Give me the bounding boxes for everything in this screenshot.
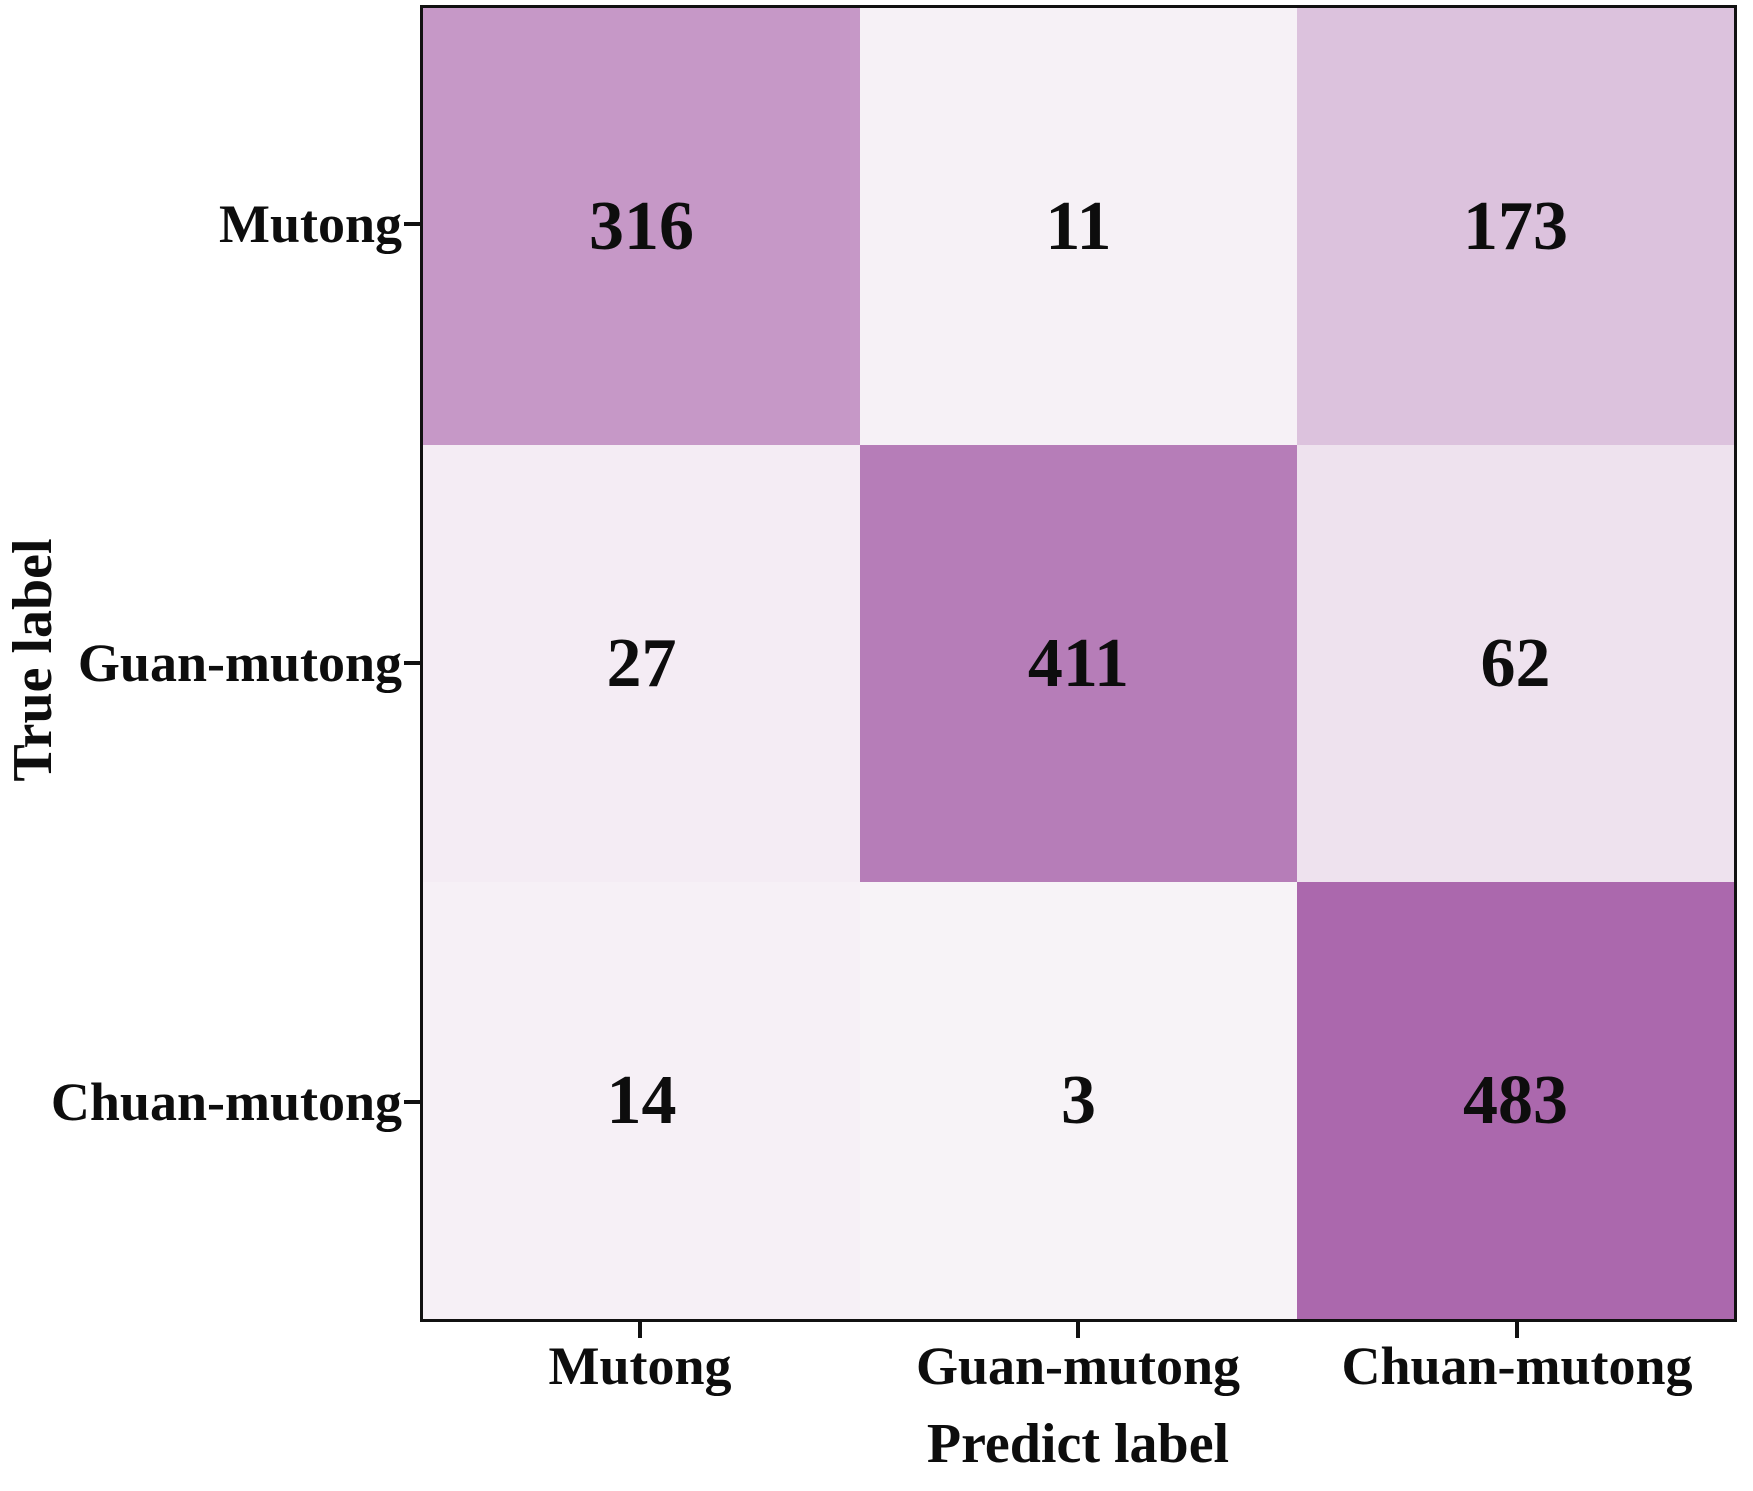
cell-value: 14 bbox=[606, 1061, 677, 1139]
matrix-cell: 316 bbox=[423, 8, 860, 445]
x-axis-title: Predict label bbox=[926, 1413, 1230, 1475]
matrix-cell: 27 bbox=[423, 445, 860, 882]
matrix-cell: 11 bbox=[860, 8, 1297, 445]
cell-value: 411 bbox=[1027, 624, 1130, 702]
tick-mark bbox=[1515, 1322, 1519, 1338]
cell-value: 483 bbox=[1463, 1061, 1568, 1139]
cell-value: 62 bbox=[1480, 624, 1551, 702]
x-tick-label-mutong: Mutong bbox=[548, 1336, 732, 1396]
matrix-cell: 173 bbox=[1297, 8, 1734, 445]
y-tick-label-guan-mutong: Guan-mutong bbox=[77, 633, 402, 693]
matrix-cell: 3 bbox=[860, 882, 1297, 1319]
cell-value: 3 bbox=[1061, 1061, 1096, 1139]
cell-value: 173 bbox=[1463, 187, 1568, 265]
x-tick-label-chuan-mutong: Chuan-mutong bbox=[1341, 1336, 1693, 1396]
x-tick-label-guan-mutong: Guan-mutong bbox=[915, 1336, 1241, 1396]
cell-value: 27 bbox=[606, 624, 677, 702]
y-tick-label-mutong: Mutong bbox=[218, 194, 402, 254]
tick-mark bbox=[404, 661, 420, 665]
y-tick-label-chuan-mutong: Chuan-mutong bbox=[50, 1072, 402, 1132]
tick-mark bbox=[404, 1100, 420, 1104]
tick-mark bbox=[404, 222, 420, 226]
tick-mark bbox=[1076, 1322, 1080, 1338]
matrix-cell: 14 bbox=[423, 882, 860, 1319]
matrix-cell: 62 bbox=[1297, 445, 1734, 882]
heatmap-grid: 316 11 173 27 411 62 14 3 483 bbox=[420, 5, 1737, 1322]
tick-mark bbox=[638, 1322, 642, 1338]
cell-value: 11 bbox=[1045, 187, 1112, 265]
matrix-cell: 411 bbox=[860, 445, 1297, 882]
matrix-cell: 483 bbox=[1297, 882, 1734, 1319]
cell-value: 316 bbox=[589, 187, 694, 265]
